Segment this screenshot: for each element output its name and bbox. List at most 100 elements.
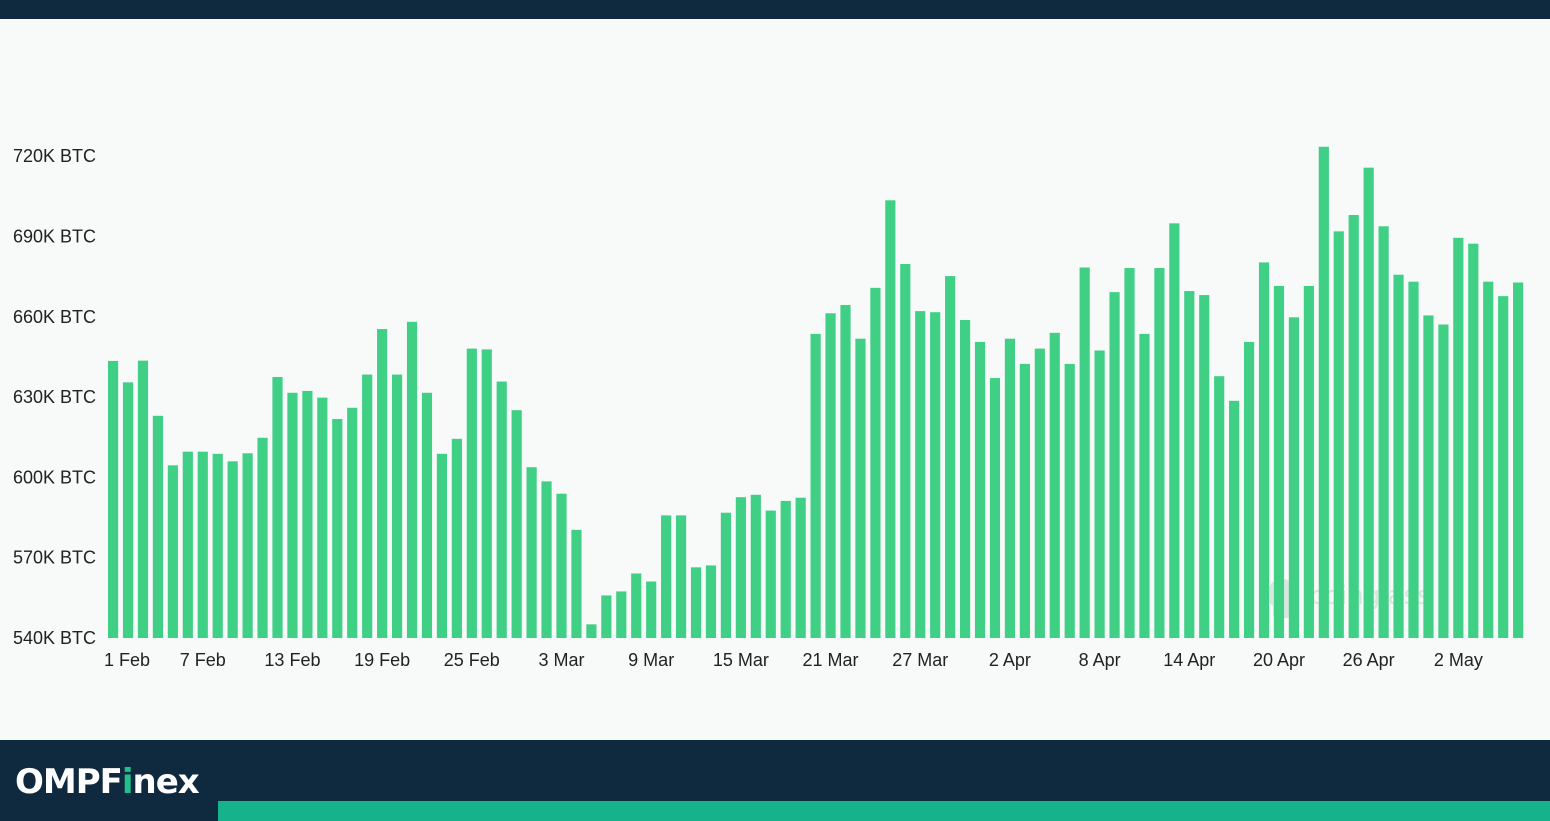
- bar: [451, 438, 462, 638]
- bar: [1244, 341, 1255, 638]
- bar: [1303, 285, 1314, 638]
- top-bar: [0, 0, 1550, 19]
- bar: [989, 378, 1001, 638]
- bar: [1438, 324, 1449, 638]
- y-tick-label: 600K BTC: [13, 467, 96, 487]
- bar: [541, 481, 552, 638]
- bar: [900, 264, 911, 638]
- bar: [601, 595, 612, 638]
- bar: [182, 451, 193, 638]
- bar: [1109, 292, 1120, 638]
- bar: [1498, 296, 1509, 638]
- bar: [242, 453, 253, 638]
- bar: [676, 515, 687, 638]
- bar: [1408, 281, 1419, 638]
- bar: [690, 567, 702, 638]
- bar: [885, 200, 896, 638]
- bar: [362, 374, 373, 638]
- bar: [1363, 167, 1374, 638]
- x-tick-label: 9 Mar: [628, 650, 674, 670]
- x-tick-label: 8 Apr: [1079, 650, 1121, 670]
- bar: [272, 376, 283, 638]
- bar: [212, 453, 223, 638]
- bar: [945, 276, 956, 638]
- y-tick-label: 540K BTC: [13, 628, 96, 648]
- bar: [227, 461, 238, 638]
- bar: [974, 341, 986, 638]
- bar: [1184, 291, 1195, 638]
- bar: [197, 451, 208, 638]
- footer: OMPFinex: [0, 740, 1550, 821]
- bar: [436, 453, 447, 638]
- x-tick-label: 19 Feb: [354, 650, 410, 670]
- bar: [1468, 243, 1479, 638]
- bar: [511, 410, 522, 638]
- bar: [720, 512, 731, 638]
- bar: [870, 287, 881, 638]
- bar: [1019, 363, 1030, 638]
- x-tick-label: 13 Feb: [264, 650, 320, 670]
- bars: [108, 146, 1524, 639]
- bar: [257, 437, 268, 638]
- bar: [167, 465, 178, 638]
- bar: [332, 419, 343, 638]
- bar: [1393, 274, 1404, 638]
- bar: [1333, 231, 1344, 639]
- bar: [855, 338, 866, 638]
- bar: [496, 381, 507, 638]
- y-tick-label: 660K BTC: [13, 307, 96, 327]
- y-tick-label: 720K BTC: [13, 146, 96, 166]
- x-tick-label: 2 May: [1434, 650, 1483, 670]
- bar: [930, 312, 941, 638]
- bar: [481, 349, 492, 638]
- bar: [317, 397, 328, 638]
- bar: [1258, 262, 1270, 638]
- brand-name-suffix: nex: [132, 762, 200, 802]
- x-tick-label: 1 Feb: [104, 650, 150, 670]
- bar: [705, 565, 717, 638]
- x-tick-label: 3 Mar: [538, 650, 584, 670]
- bar: [1483, 281, 1494, 638]
- bar: [735, 497, 746, 638]
- brand-name-prefix: OMPF: [15, 762, 123, 802]
- bar: [392, 374, 403, 638]
- bar: [1064, 363, 1075, 638]
- bar: [616, 591, 627, 638]
- bar: [810, 333, 821, 638]
- x-tick-label: 15 Mar: [713, 650, 769, 670]
- bar: [466, 348, 477, 638]
- bar: [586, 624, 597, 638]
- bar: [915, 311, 926, 638]
- y-tick-label: 570K BTC: [13, 548, 96, 568]
- bar: [646, 581, 657, 638]
- bar: [661, 515, 672, 638]
- bar: [526, 467, 537, 638]
- bar: [287, 392, 298, 638]
- footer-accent-bar: [218, 801, 1550, 821]
- bar: [1094, 350, 1105, 638]
- y-tick-label: 630K BTC: [13, 387, 96, 407]
- brand-logo: OMPFinex: [15, 762, 200, 802]
- bar: [302, 390, 313, 638]
- bar: [765, 510, 776, 638]
- bar: [406, 321, 418, 638]
- bar: [152, 415, 163, 638]
- bar: [1423, 315, 1434, 638]
- bar: [1318, 146, 1329, 638]
- bar: [960, 319, 971, 638]
- bar: [1378, 226, 1389, 638]
- bar: [780, 500, 791, 638]
- bar: [1229, 400, 1240, 638]
- y-axis: 540K BTC 570K BTC 600K BTC 630K BTC 660K BTC…: [13, 146, 96, 648]
- bar: [377, 329, 388, 638]
- bar: [795, 497, 806, 638]
- x-tick-label: 26 Apr: [1343, 650, 1395, 670]
- bar: [556, 493, 567, 638]
- bar: [1124, 268, 1135, 638]
- bar: [1288, 317, 1299, 638]
- bar: [840, 304, 851, 638]
- bar: [137, 360, 149, 638]
- bar: [571, 529, 582, 638]
